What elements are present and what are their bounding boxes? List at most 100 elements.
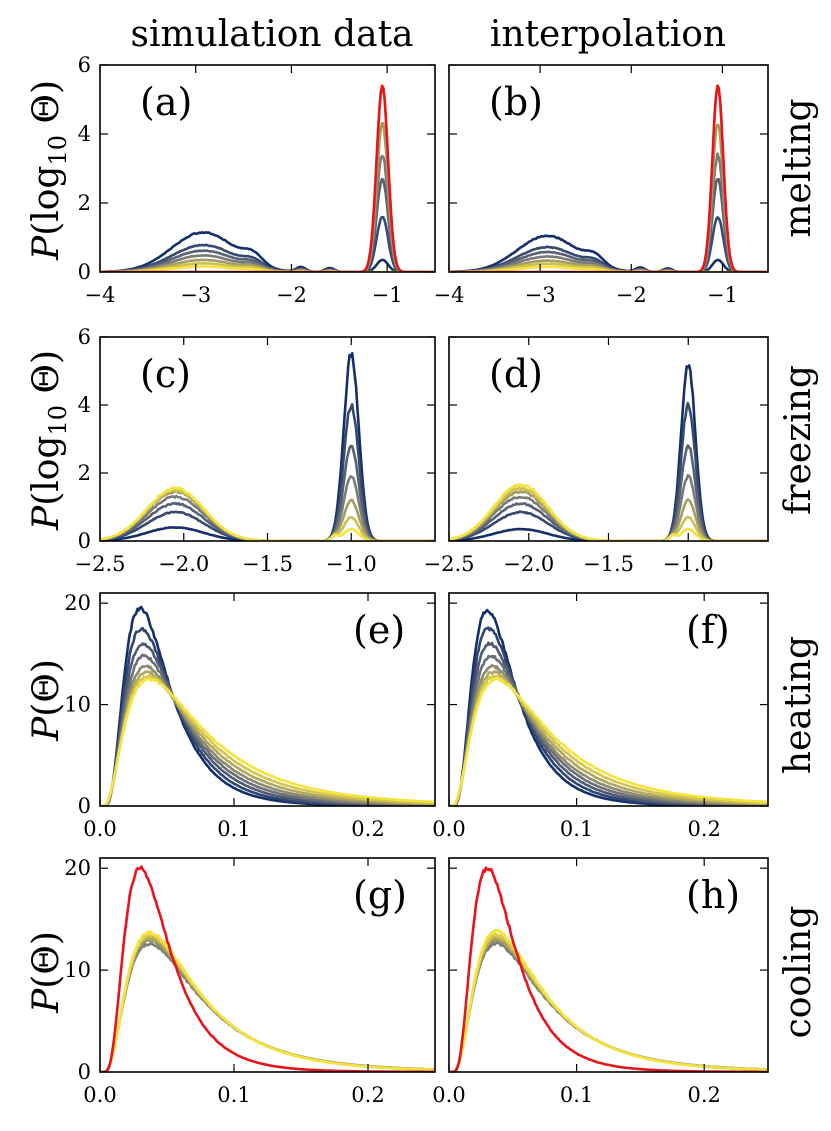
- x-tick-label: −4: [434, 283, 465, 307]
- curve-2: [100, 935, 435, 1072]
- axes-frame: [448, 64, 769, 273]
- x-tick-label: 0.0: [83, 1083, 116, 1107]
- curve-4: [449, 123, 768, 272]
- x-tick-label: 0.0: [432, 817, 465, 841]
- curve-4: [449, 663, 768, 806]
- panel-label-e: (e): [353, 608, 405, 652]
- curve-0: [100, 231, 435, 272]
- ylabel-p: P: [26, 505, 67, 531]
- x-tick-label: −1.5: [242, 552, 293, 576]
- x-tick-label: −3: [180, 283, 211, 307]
- panel-f: 0.0 0.1 0.2 (f): [432, 592, 769, 841]
- curve-0: [449, 234, 768, 272]
- column-title-simulation: simulation data: [130, 14, 413, 55]
- x-tick-label: −1.5: [583, 552, 634, 576]
- curve-0: [100, 942, 435, 1072]
- x-tick-label: −1.0: [663, 552, 714, 576]
- curve-1: [449, 401, 768, 541]
- x-tick-label: −2.5: [424, 552, 475, 576]
- ylabel-freezing: P(log10 Θ): [26, 350, 72, 531]
- y-tick-label: 6: [78, 53, 91, 77]
- ylabel-rest: (Θ): [26, 659, 67, 717]
- curves: [100, 865, 435, 1072]
- red-curve-7: [100, 84, 435, 272]
- curve-5: [100, 930, 435, 1072]
- curve-5: [449, 928, 768, 1072]
- curve-4: [100, 664, 435, 806]
- x-tick-label: −2: [616, 283, 647, 307]
- y-tick-label: 0: [78, 260, 91, 284]
- curve-3: [100, 934, 435, 1072]
- x-tick-label: 0.2: [351, 1083, 384, 1107]
- row-title-freezing: freezing: [778, 365, 819, 515]
- y-tick-label: 4: [78, 393, 91, 417]
- x-tick-label: 0.2: [351, 817, 384, 841]
- x-tick-label: 0.1: [560, 1083, 593, 1107]
- curves: [449, 866, 768, 1072]
- ylabel-open: (log: [26, 436, 67, 506]
- panel-label-c: (c): [140, 352, 191, 396]
- ylabel-theta: Θ): [26, 80, 67, 135]
- curve-7: [449, 676, 768, 806]
- axes-frame: [99, 857, 436, 1073]
- y-tick-label: 6: [78, 325, 91, 349]
- y-tick-label: 10: [64, 958, 91, 982]
- panel-label-b: (b): [489, 80, 543, 124]
- curve-1: [449, 938, 768, 1072]
- panel-label-d: (d): [489, 352, 543, 396]
- ylabel-melting: P(log10 Θ): [26, 80, 72, 261]
- curve-7: [100, 677, 435, 806]
- ylabel-theta: Θ): [26, 350, 67, 405]
- curve-3: [449, 152, 768, 272]
- y-tick-label: 2: [78, 191, 91, 215]
- ylabel-sub: 10: [44, 405, 72, 436]
- ylabel-rest: (Θ): [26, 931, 67, 989]
- y-tick-label: 0: [78, 794, 91, 818]
- ylabel-p: P: [26, 716, 67, 742]
- panel-label-a: (a): [140, 80, 192, 124]
- panel-label-h: (h): [686, 873, 740, 917]
- panel-label-f: (f): [686, 608, 730, 652]
- axes-frame: [448, 857, 769, 1073]
- curve-1: [100, 938, 435, 1072]
- row-title-melting: melting: [778, 98, 819, 237]
- panel-a: −4 −3 −2 −1 0 2 4 6 (a): [78, 53, 436, 307]
- red-curve-7: [449, 84, 768, 272]
- curve-2: [449, 444, 768, 541]
- axes-frame: [99, 64, 436, 273]
- row-title-heating: heating: [778, 636, 819, 774]
- x-tick-label: −3: [525, 283, 556, 307]
- row-title-cooling: cooling: [778, 906, 819, 1039]
- ylabel-p: P: [26, 235, 67, 261]
- curve-6: [449, 674, 768, 806]
- curve-3: [449, 934, 768, 1072]
- curve-6: [100, 674, 435, 806]
- curve-0: [449, 941, 768, 1072]
- y-tick-label: 20: [64, 591, 91, 615]
- x-tick-label: −2.5: [75, 552, 126, 576]
- axes-frame: [448, 592, 769, 807]
- y-tick-label: 20: [64, 856, 91, 880]
- ylabel-cooling: P(Θ): [26, 931, 67, 1014]
- x-tick-label: −1: [707, 283, 738, 307]
- x-tick-label: 0.1: [560, 817, 593, 841]
- curve-4: [100, 121, 435, 272]
- y-tick-label: 2: [78, 461, 91, 485]
- y-tick-label: 4: [78, 122, 91, 146]
- ylabel-open: (log: [26, 166, 67, 236]
- curve-4: [449, 932, 768, 1072]
- x-tick-label: 0.0: [432, 1083, 465, 1107]
- x-tick-label: −2.0: [503, 552, 554, 576]
- y-tick-label: 0: [78, 1060, 91, 1084]
- x-tick-label: 0.2: [687, 1083, 720, 1107]
- panels: −4 −3 −2 −1 0 2 4 6 (a) −4 −3 −2 −1 (b) −2.5 −2.0 −1.5 −1…: [64, 53, 769, 1107]
- x-tick-label: 0.0: [83, 817, 116, 841]
- y-tick-label: 10: [64, 693, 91, 717]
- x-tick-label: 0.2: [687, 817, 720, 841]
- ylabel-p: P: [26, 988, 67, 1014]
- x-tick-label: 0.1: [217, 1083, 250, 1107]
- x-tick-label: −4: [85, 283, 116, 307]
- x-tick-label: −1.0: [326, 552, 377, 576]
- x-tick-label: −1: [372, 283, 403, 307]
